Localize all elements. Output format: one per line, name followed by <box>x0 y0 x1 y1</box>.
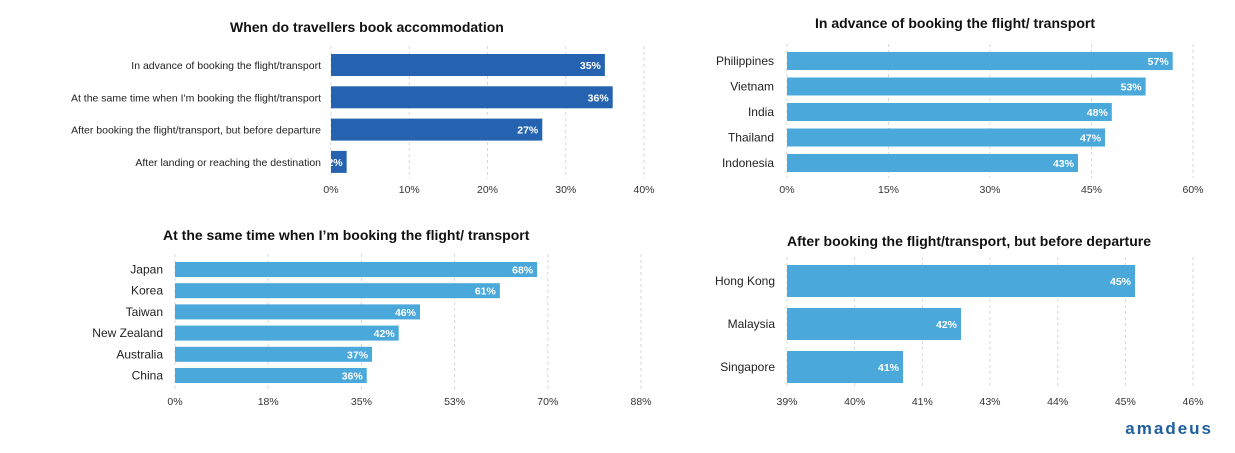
data-label: 48% <box>1087 107 1109 119</box>
category-label: After booking the flight/transport, but … <box>71 125 321 137</box>
x-tick-label: 20% <box>477 184 498 196</box>
category-label: Malaysia <box>728 317 776 331</box>
category-label: Indonesia <box>722 156 774 170</box>
x-tick-label: 43% <box>979 396 1000 408</box>
category-label: After landing or reaching the destinatio… <box>135 157 321 169</box>
x-tick-label: 30% <box>555 184 576 196</box>
category-label: Vietnam <box>730 80 774 94</box>
data-label: 36% <box>588 92 610 104</box>
chart-same-time: 0% 18% 35% 53% 70% 88% Japan 68% Korea 61% Taiwan 4… <box>92 254 652 408</box>
data-label: 2% <box>327 157 343 169</box>
bar <box>331 118 543 141</box>
chart-title: At the same time when I’m booking the fl… <box>163 227 530 243</box>
chart-panel-in-advance: In advance of booking the flight/ transp… <box>0 0 1235 210</box>
data-label: 45% <box>1110 276 1132 288</box>
bar <box>787 103 1112 121</box>
data-label: 53% <box>1121 82 1143 94</box>
category-label: Japan <box>130 263 163 277</box>
data-label: 41% <box>878 362 900 374</box>
bar <box>787 128 1106 147</box>
category-label: Korea <box>131 284 163 298</box>
data-label: 57% <box>1148 56 1170 68</box>
x-tick-label: 45% <box>1115 396 1136 408</box>
x-tick-label: 70% <box>537 396 558 408</box>
chart-in-advance: 0% 15% 30% 45% 60% Philippines 57% Vietnam 53% In… <box>716 44 1204 196</box>
data-label: 27% <box>517 125 539 137</box>
x-tick-label: 15% <box>878 184 899 196</box>
x-tick-label: 40% <box>844 396 865 408</box>
data-label: 42% <box>936 319 958 331</box>
data-label: 47% <box>1080 133 1102 145</box>
x-tick-label: 0% <box>779 184 794 196</box>
bar <box>175 304 420 320</box>
x-tick-label: 40% <box>633 184 654 196</box>
category-label: Australia <box>116 347 163 361</box>
amadeus-logo: amadeus <box>1125 419 1213 438</box>
x-tick-label: 0% <box>167 396 182 408</box>
x-tick-label: 30% <box>979 184 1000 196</box>
chart-title: When do travellers book accommodation <box>230 19 504 35</box>
x-tick-label: 35% <box>351 396 372 408</box>
bar <box>331 86 613 109</box>
bar <box>787 308 961 340</box>
x-tick-label: 10% <box>399 184 420 196</box>
x-tick-label: 53% <box>444 396 465 408</box>
data-label: 46% <box>395 307 417 319</box>
bar <box>175 283 500 299</box>
x-tick-label: 45% <box>1081 184 1102 196</box>
bar <box>787 351 903 383</box>
bar <box>787 265 1135 297</box>
data-label: 35% <box>580 60 602 72</box>
bar <box>175 346 373 362</box>
chart-when-book: 0% 10% 20% 30% 40% In advance of booking the … <box>71 46 655 196</box>
x-tick-label: 88% <box>630 396 651 408</box>
category-label: New Zealand <box>92 326 163 340</box>
x-tick-label: 60% <box>1182 184 1203 196</box>
data-label: 37% <box>347 349 369 361</box>
category-label: In advance of booking the flight/transpo… <box>131 60 321 72</box>
bar <box>787 77 1146 96</box>
bar <box>787 154 1078 172</box>
chart-title: After booking the flight/transport, but … <box>787 233 1151 249</box>
category-label: Hong Kong <box>715 274 775 288</box>
category-label: Taiwan <box>126 305 163 319</box>
bar <box>175 368 367 383</box>
bar <box>175 325 399 341</box>
category-label: At the same time when I'm booking the fl… <box>71 92 321 104</box>
data-label: 68% <box>512 265 534 277</box>
x-tick-label: 39% <box>776 396 797 408</box>
bar <box>331 150 347 173</box>
bar <box>331 54 605 76</box>
chart-panel-when-book: When do travellers book accommodation 0%… <box>0 0 655 210</box>
chart-title: In advance of booking the flight/ transp… <box>815 15 1096 31</box>
category-label: India <box>748 105 774 119</box>
data-label: 61% <box>475 286 497 298</box>
x-tick-label: 18% <box>258 396 279 408</box>
bar <box>175 262 538 277</box>
x-tick-label: 0% <box>323 184 338 196</box>
chart-panel-same-time: At the same time when I’m booking the fl… <box>92 227 652 408</box>
data-label: 36% <box>342 371 364 383</box>
x-tick-label: 41% <box>912 396 933 408</box>
category-label: Singapore <box>720 360 775 374</box>
x-tick-label: 46% <box>1182 396 1203 408</box>
data-label: 42% <box>374 328 396 340</box>
category-label: China <box>132 369 164 383</box>
data-label: 43% <box>1053 158 1075 170</box>
bar <box>787 52 1173 70</box>
category-label: Philippines <box>716 54 774 68</box>
x-tick-label: 44% <box>1047 396 1068 408</box>
category-label: Thailand <box>728 131 774 145</box>
